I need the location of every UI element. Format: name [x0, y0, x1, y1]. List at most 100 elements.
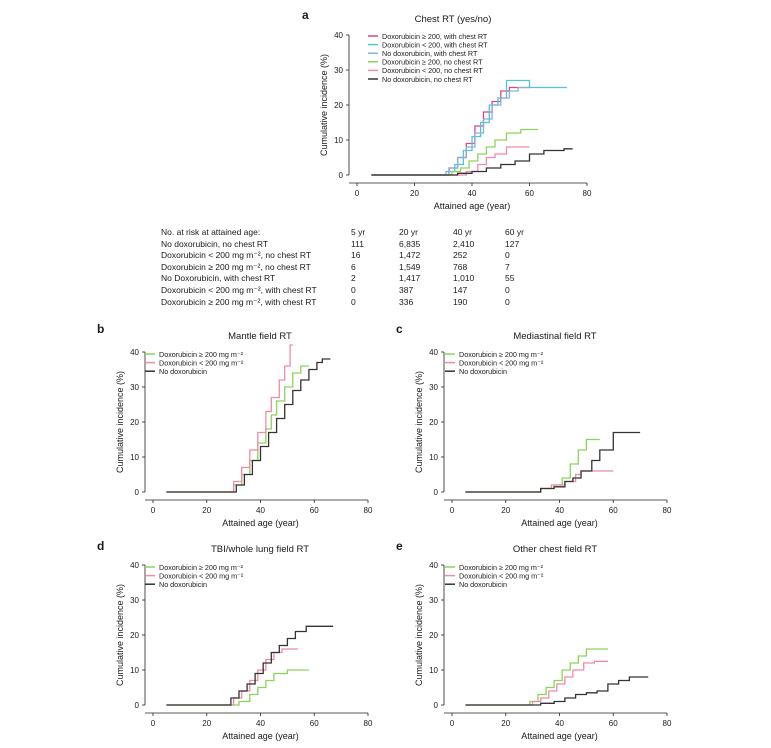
x-tick-label: 40: [555, 506, 564, 515]
risk-row: Doxorubicin ≥ 200 mg m⁻², no chest RT 6 …: [161, 262, 561, 274]
legend-label: Doxorubicin ≥ 200, no chest RT: [382, 58, 483, 67]
legend-label: No doxorubicin: [459, 367, 507, 376]
x-tick-label: 80: [364, 719, 373, 728]
x-tick-label: 60: [609, 506, 618, 515]
risk-cell: 768: [453, 261, 468, 272]
x-tick-label: 80: [583, 189, 592, 198]
x-axis-label: Attained age (year): [434, 201, 511, 211]
x-tick-label: 40: [468, 189, 477, 198]
chart-title: Other chest field RT: [513, 544, 598, 555]
x-tick-label: 0: [355, 189, 360, 198]
y-tick-label: 30: [429, 596, 438, 605]
x-tick-label: 80: [364, 506, 373, 515]
risk-table-header: No. at risk at attained age: 5 yr 20 yr …: [161, 227, 561, 239]
risk-cell: 1,549: [399, 261, 421, 272]
series-line: [465, 431, 641, 493]
legend-label: Doxorubicin < 200, no chest RT: [382, 66, 483, 75]
legend-label: Doxorubicin < 200 mg m⁻²: [159, 358, 244, 367]
legend-label: Doxorubicin < 200 mg m⁻²: [459, 571, 544, 580]
risk-col-60yr: 60 yr: [505, 227, 524, 237]
x-tick-label: 80: [663, 719, 672, 728]
risk-row-label: Doxorubicin < 200 mg m⁻², no chest RT: [161, 250, 312, 261]
y-tick-label: 30: [334, 66, 343, 75]
series-line: [166, 358, 331, 493]
risk-row-label: Doxorubicin < 200 mg m⁻², with chest RT: [161, 284, 317, 295]
y-tick-label: 0: [339, 171, 344, 180]
x-tick-label: 60: [310, 506, 319, 515]
legend-label: Doxorubicin < 200 mg m⁻²: [159, 571, 244, 580]
risk-row-label: Doxorubicin ≥ 200 mg m⁻², with chest RT: [161, 296, 317, 307]
legend-label: Doxorubicin ≥ 200 mg m⁻²: [459, 350, 544, 359]
risk-cell: 0: [505, 284, 510, 295]
risk-header-label: No. at risk at attained age:: [161, 227, 261, 237]
risk-col-40yr: 40 yr: [453, 227, 472, 237]
risk-cell: 0: [351, 284, 356, 295]
risk-cell: 147: [453, 284, 468, 295]
risk-cell: 0: [505, 250, 510, 261]
y-axis-label: Cumulative incidence (%): [414, 371, 424, 473]
x-tick-label: 40: [256, 506, 265, 515]
risk-cell: 336: [399, 296, 414, 307]
chart-panel-d: d TBI/whole lung field RT 0 20 40 60 80 0 10 20 30…: [97, 539, 373, 741]
chart-title: Mediastinal field RT: [513, 331, 596, 342]
y-tick-label: 10: [429, 453, 438, 462]
y-tick-label: 10: [130, 453, 139, 462]
series-line: [465, 438, 600, 493]
y-tick-label: 20: [334, 101, 343, 110]
series-line: [465, 676, 649, 706]
risk-cell: 387: [399, 284, 414, 295]
x-tick-label: 20: [501, 719, 510, 728]
y-tick-label: 40: [130, 348, 139, 357]
series-line: [166, 625, 334, 706]
chart-title: Mantle field RT: [228, 331, 292, 342]
risk-cell: 16: [351, 250, 361, 261]
chart-panel-a: a Chest RT (yes/no) 0 20 40 60 80 0 10 20 30 40 Atta…: [302, 8, 592, 211]
series-line: [371, 86, 530, 176]
series-line: [465, 648, 608, 706]
y-tick-label: 30: [130, 596, 139, 605]
y-axis-label: Cumulative incidence (%): [319, 54, 329, 156]
x-axis-label: Attained age (year): [222, 518, 299, 528]
series-line: [166, 648, 299, 706]
risk-row-label: No Doxorubicin, with chest RT: [161, 273, 276, 284]
panel-letter: a: [302, 8, 309, 22]
y-tick-label: 0: [434, 488, 439, 497]
y-tick-label: 40: [130, 561, 139, 570]
y-tick-label: 20: [429, 418, 438, 427]
risk-cell: 2,410: [453, 238, 475, 249]
y-axis-label: Cumulative incidence (%): [414, 584, 424, 686]
x-tick-label: 40: [256, 719, 265, 728]
series-line: [371, 128, 539, 176]
risk-cell: 190: [453, 296, 468, 307]
y-axis-label: Cumulative incidence (%): [115, 584, 125, 686]
x-tick-label: 0: [450, 506, 455, 515]
y-tick-label: 20: [130, 631, 139, 640]
legend-label: No doxorubicin, no chest RT: [382, 75, 473, 84]
risk-cell: 55: [505, 273, 515, 284]
legend-label: Doxorubicin < 200, with chest RT: [382, 40, 488, 49]
chart-panel-b: b Mantle field RT 0 20 40 60 80 0 10 20 30 40 Attain…: [97, 322, 373, 528]
x-tick-label: 60: [310, 719, 319, 728]
risk-cell: 252: [453, 250, 468, 261]
risk-cell: 2: [351, 273, 356, 284]
series-line: [371, 86, 530, 176]
legend-label: No doxorubicin: [459, 580, 507, 589]
chart-panel-e: e Other chest field RT 0 20 40 60 80 0 10 20 30 40 A…: [396, 539, 672, 741]
x-axis-label: Attained age (year): [521, 518, 598, 528]
legend-label: No doxorubicin: [159, 367, 207, 376]
legend-label: Doxorubicin < 200 mg m⁻²: [459, 358, 544, 367]
legend-label: Doxorubicin ≥ 200 mg m⁻²: [159, 563, 244, 572]
y-tick-label: 0: [135, 488, 140, 497]
y-tick-label: 0: [434, 701, 439, 710]
risk-cell: 6: [351, 261, 356, 272]
risk-cell: 111: [351, 238, 364, 249]
risk-cell: 127: [505, 238, 520, 249]
series-line: [166, 344, 293, 493]
risk-table: No. at risk at attained age: 5 yr 20 yr …: [161, 227, 561, 308]
chart-panel-c: c Mediastinal field RT 0 20 40 60 80 0 10 20 30 40 A…: [396, 322, 672, 528]
series-line: [166, 365, 309, 493]
risk-col-5yr: 5 yr: [351, 227, 366, 237]
series-line: [166, 669, 309, 706]
y-tick-label: 20: [130, 418, 139, 427]
